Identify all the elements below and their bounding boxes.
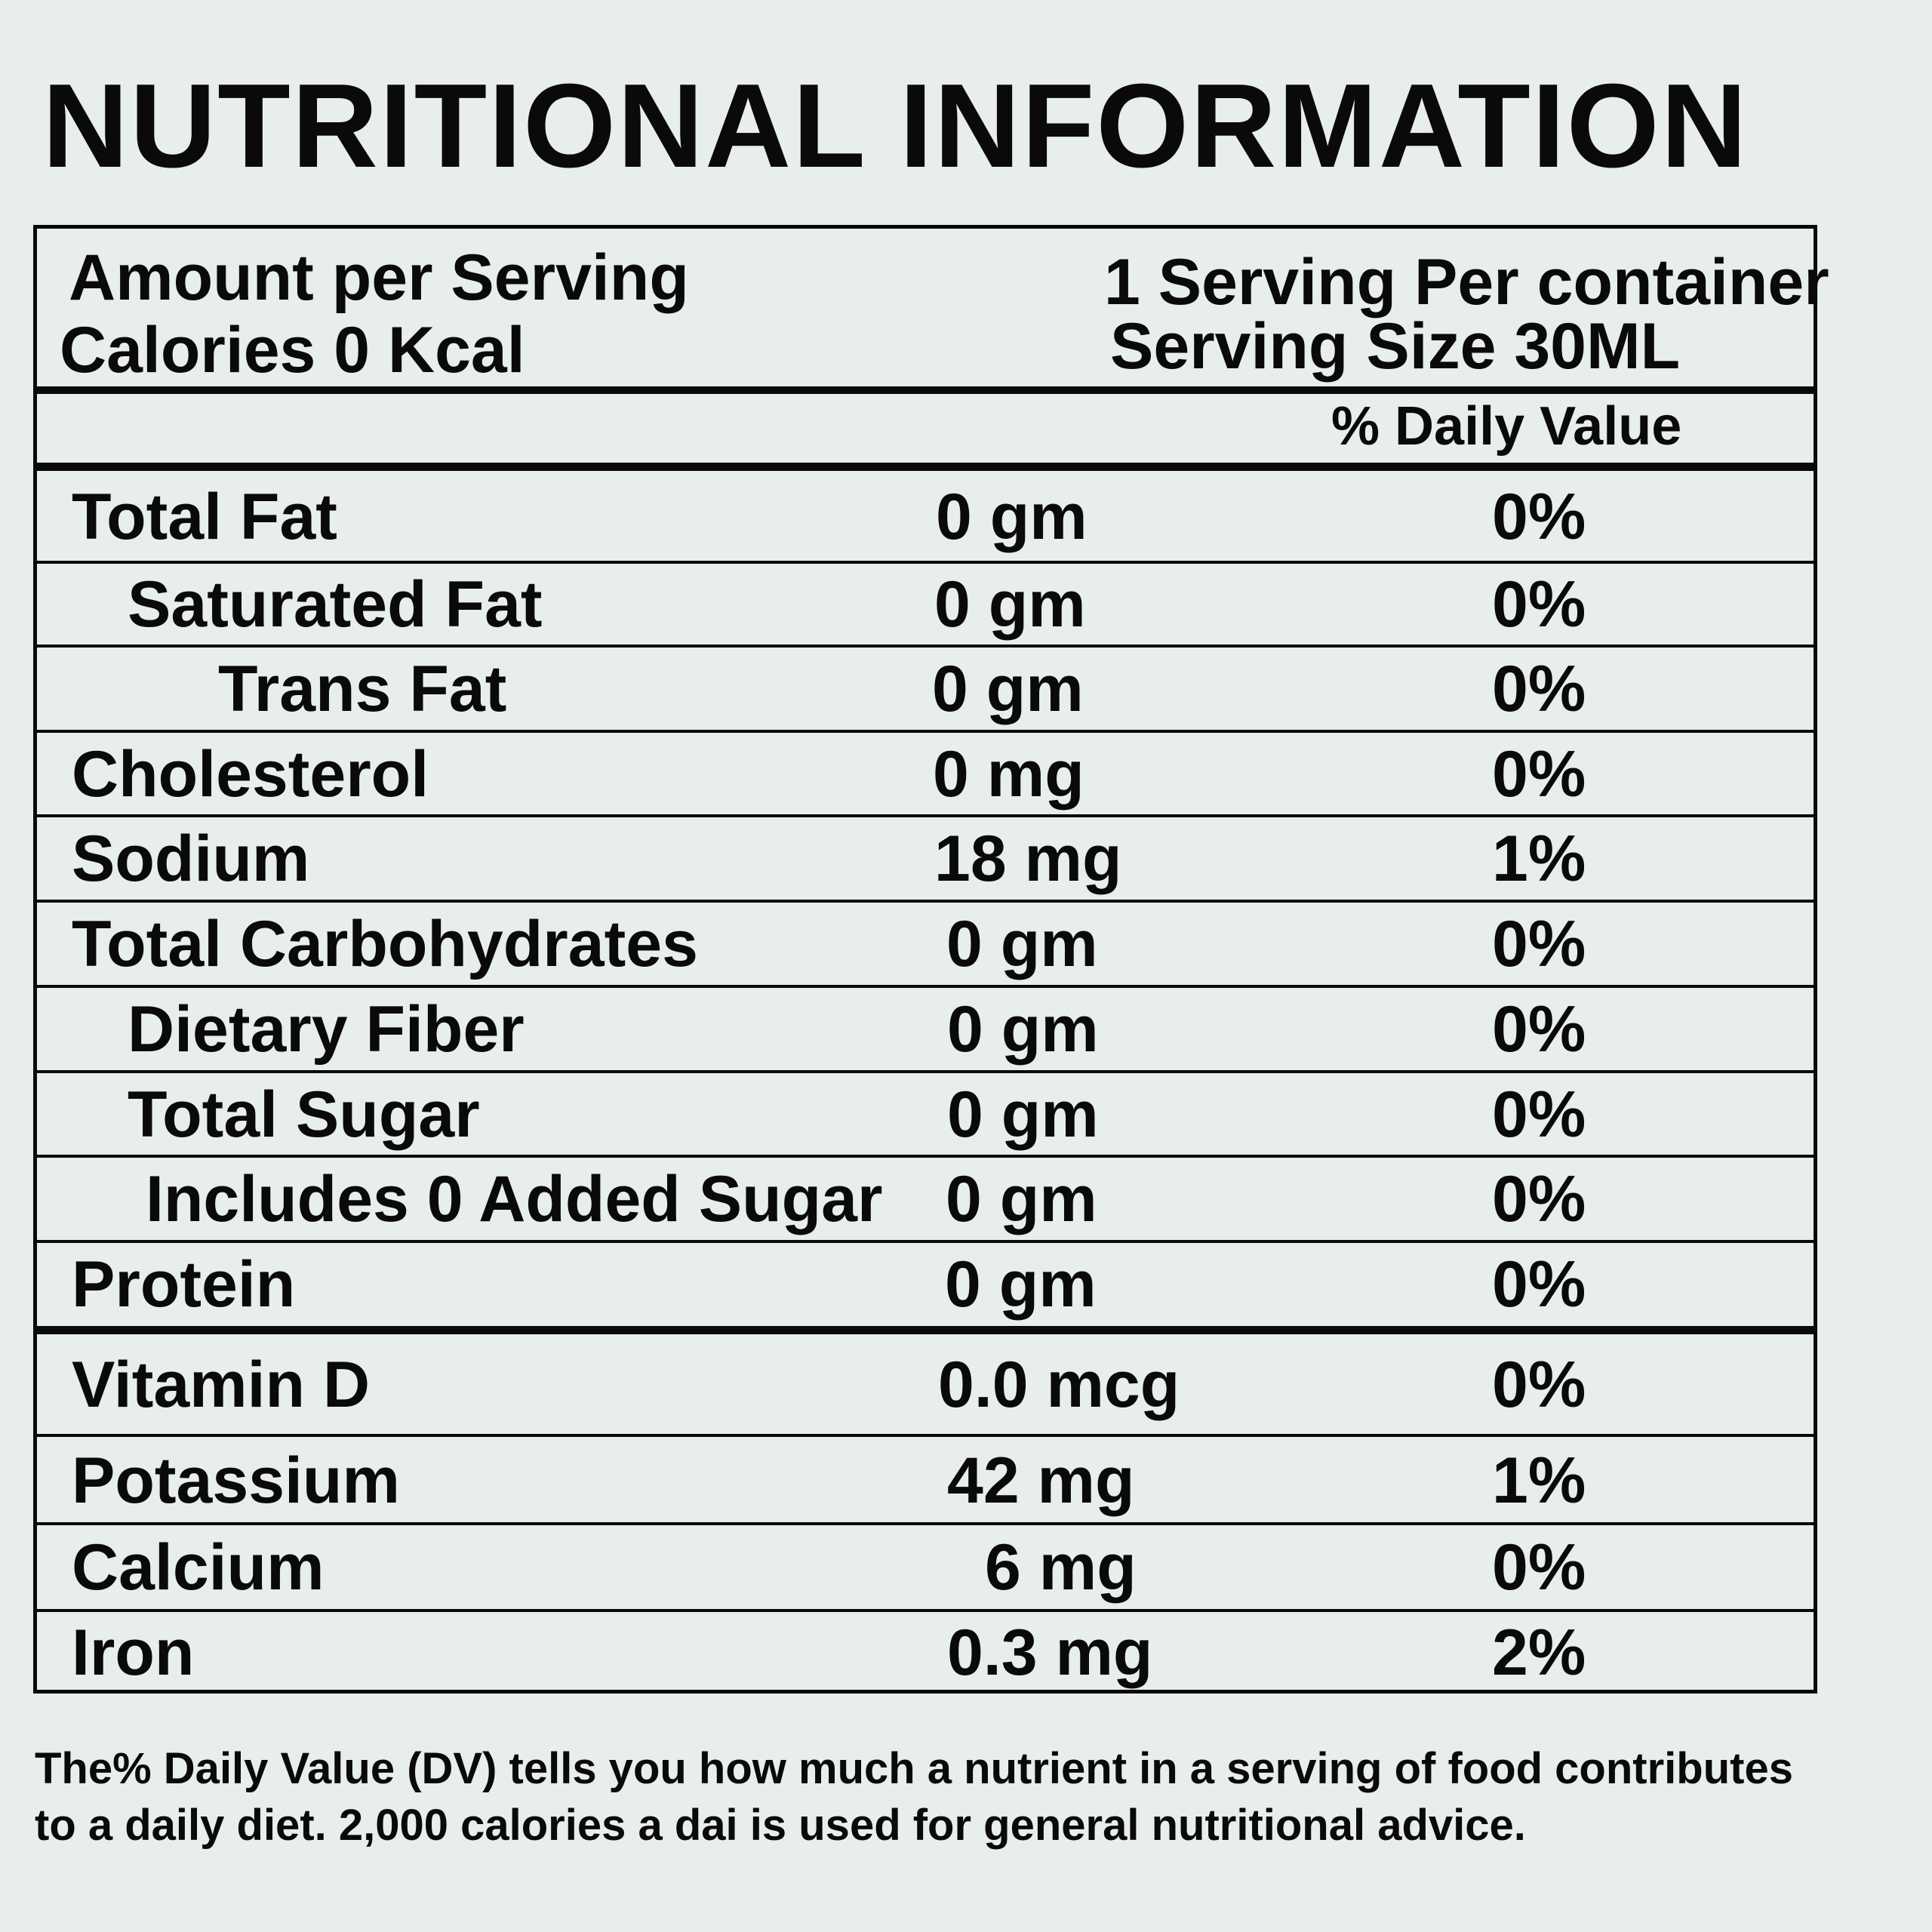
nutrient-amount: 0 gm xyxy=(945,1248,1097,1321)
nutrient-amount: 0.3 mg xyxy=(947,1617,1153,1689)
row-divider xyxy=(37,561,1814,564)
nutrient-name: Cholesterol xyxy=(72,738,429,811)
nutrient-daily-value: 0% xyxy=(1492,993,1586,1066)
nutrient-name: Total Fat xyxy=(72,481,337,553)
nutrient-daily-value: 0% xyxy=(1492,1531,1586,1604)
mineral-row-calcium: Calcium 6 mg 0% xyxy=(37,1525,1814,1610)
footnote-line-1: The% Daily Value (DV) tells you how much… xyxy=(35,1744,1793,1793)
nutrient-name: Trans Fat xyxy=(218,653,507,725)
nutrient-name: Calcium xyxy=(72,1531,325,1604)
nutrient-daily-value: 0% xyxy=(1492,738,1586,811)
nutrient-name: Dietary Fiber xyxy=(128,993,525,1066)
row-divider xyxy=(37,1070,1814,1073)
daily-value-footnote: The% Daily Value (DV) tells you how much… xyxy=(35,1740,1793,1854)
row-divider xyxy=(37,1609,1814,1612)
row-divider xyxy=(37,645,1814,648)
nutrient-daily-value: 2% xyxy=(1492,1617,1586,1689)
nutrient-name: Iron xyxy=(72,1617,195,1689)
nutrient-daily-value: 0% xyxy=(1492,1348,1586,1421)
row-divider xyxy=(37,985,1814,988)
nutrient-amount: 0 gm xyxy=(947,993,1099,1066)
serving-header: Amount per Serving Calories 0 Kcal 1 Ser… xyxy=(37,229,1829,390)
nutrient-row-cholesterol: Cholesterol 0 mg 0% xyxy=(37,733,1814,816)
nutrient-name: Vitamin D xyxy=(72,1348,371,1421)
mineral-row-potassium: Potassium 42 mg 1% xyxy=(37,1437,1814,1524)
nutrient-name: Saturated Fat xyxy=(128,568,543,641)
header-divider xyxy=(37,386,1814,394)
nutrient-amount: 42 mg xyxy=(947,1444,1135,1517)
nutrient-row-sodium: Sodium 18 mg 1% xyxy=(37,817,1814,900)
amount-per-serving: Amount per Serving xyxy=(69,242,689,314)
nutrition-facts-panel: Amount per Serving Calories 0 Kcal 1 Ser… xyxy=(33,225,1829,1694)
nutrient-row-total-sugar: Total Sugar 0 gm 0% xyxy=(37,1073,1814,1156)
nutrient-amount: 18 mg xyxy=(934,823,1122,895)
nutrient-row-protein: Protein 0 gm 0% xyxy=(37,1243,1814,1326)
nutrient-name: Protein xyxy=(72,1248,296,1321)
nutrient-daily-value: 0% xyxy=(1492,1248,1586,1321)
nutrient-name: Total Carbohydrates xyxy=(72,908,698,980)
page-title: NUTRITIONAL INFORMATION xyxy=(42,60,1749,192)
nutrient-daily-value: 1% xyxy=(1492,823,1586,895)
row-divider xyxy=(37,1434,1814,1437)
nutrient-name: Total Sugar xyxy=(128,1078,480,1151)
row-divider xyxy=(37,814,1814,817)
nutrient-row-dietary-fiber: Dietary Fiber 0 gm 0% xyxy=(37,988,1814,1071)
nutrient-row-added-sugar: Includes 0 Added Sugar 0 gm 0% xyxy=(37,1158,1814,1241)
nutrient-amount: 0 gm xyxy=(934,568,1086,641)
nutrient-daily-value: 0% xyxy=(1492,908,1586,980)
nutrient-name: Includes 0 Added Sugar xyxy=(146,1163,883,1235)
nutrient-daily-value: 0% xyxy=(1492,653,1586,725)
nutrient-amount: 0 gm xyxy=(946,908,1098,980)
nutrient-daily-value: 1% xyxy=(1492,1444,1586,1517)
nutrient-amount: 0 gm xyxy=(947,1078,1099,1151)
nutrient-daily-value: 0% xyxy=(1492,1163,1586,1235)
row-divider xyxy=(37,900,1814,903)
row-divider xyxy=(37,1155,1814,1158)
row-divider xyxy=(37,1240,1814,1243)
nutrient-row-total-carbohydrates: Total Carbohydrates 0 gm 0% xyxy=(37,903,1814,986)
nutrient-amount: 0.0 mcg xyxy=(938,1348,1180,1421)
nutrient-name: Sodium xyxy=(72,823,310,895)
calories: Calories 0 Kcal xyxy=(60,314,525,386)
nutrient-name: Potassium xyxy=(72,1444,400,1517)
nutrient-amount: 0 mg xyxy=(933,738,1084,811)
footnote-line-2: to a daily diet. 2,000 calories a dai is… xyxy=(35,1801,1526,1850)
thick-divider xyxy=(37,463,1814,471)
nutrient-row-trans-fat: Trans Fat 0 gm 0% xyxy=(37,648,1814,731)
nutrient-amount: 6 mg xyxy=(985,1531,1137,1604)
nutrient-amount: 0 gm xyxy=(936,481,1088,553)
row-divider xyxy=(37,1522,1814,1525)
nutrient-amount: 0 gm xyxy=(946,1163,1097,1235)
nutrient-amount: 0 gm xyxy=(932,653,1084,725)
nutrient-daily-value: 0% xyxy=(1492,568,1586,641)
row-divider xyxy=(37,730,1814,733)
nutrient-daily-value: 0% xyxy=(1492,481,1586,553)
daily-value-label: % Daily Value xyxy=(1331,396,1682,457)
thick-divider xyxy=(37,1326,1814,1334)
serving-size: Serving Size 30ML xyxy=(1110,310,1681,383)
nutrient-daily-value: 0% xyxy=(1492,1078,1586,1151)
mineral-row-vitamin-d: Vitamin D 0.0 mcg 0% xyxy=(37,1334,1814,1435)
nutrient-row-saturated-fat: Saturated Fat 0 gm 0% xyxy=(37,564,1814,645)
nutrient-row-total-fat: Total Fat 0 gm 0% xyxy=(37,471,1814,563)
servings-per-container: 1 Serving Per container xyxy=(1104,246,1829,318)
mineral-row-iron: Iron 0.3 mg 2% xyxy=(37,1612,1814,1694)
